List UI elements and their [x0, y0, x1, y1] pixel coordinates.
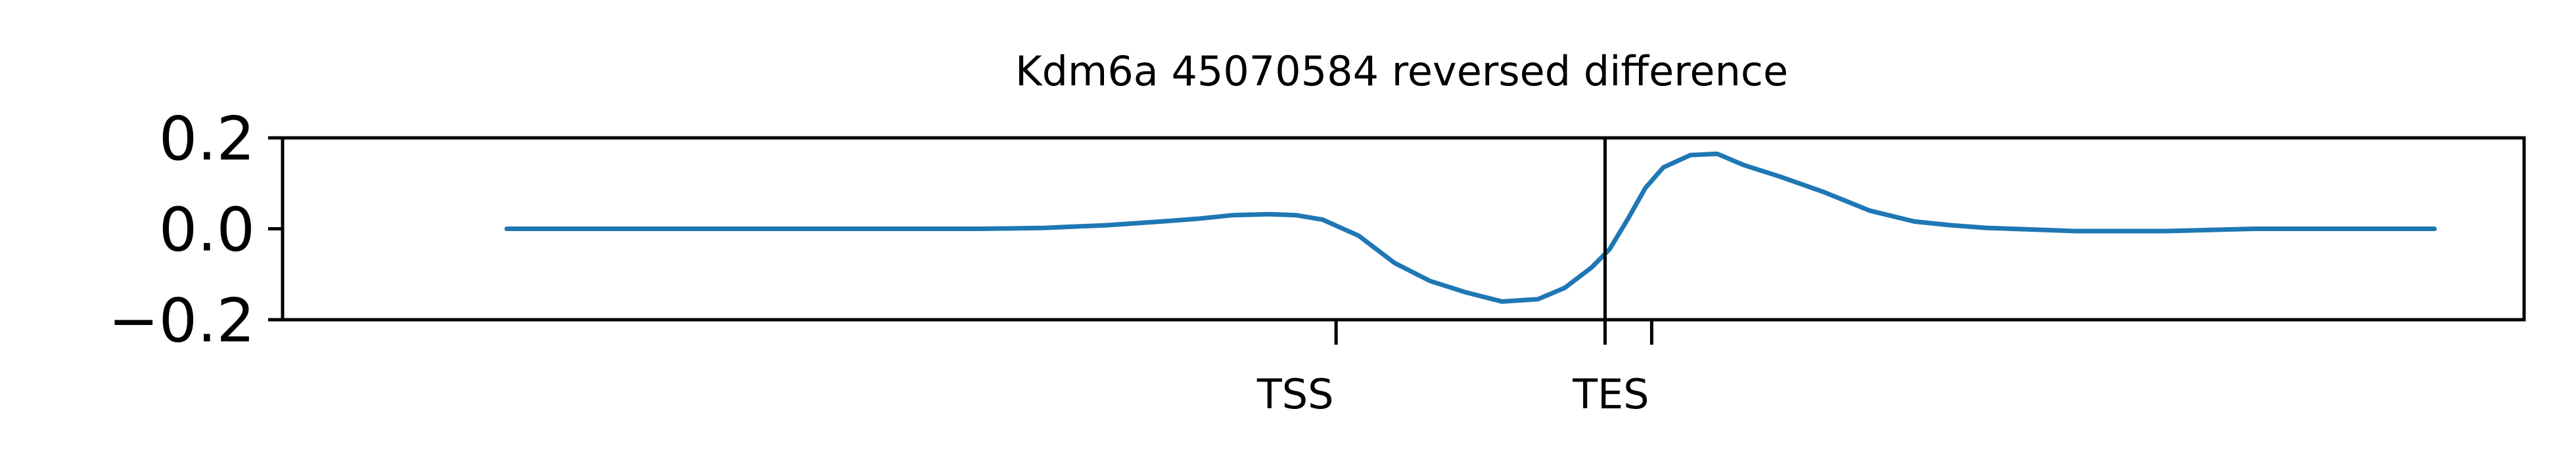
series-line-0: [504, 151, 2437, 304]
x-tick-label-tes: TES: [1572, 370, 1649, 418]
chart-title: Kdm6a 45070584 reversed difference: [1015, 47, 1788, 95]
y-tick-label-0: 0.2: [159, 104, 255, 174]
y-tick-label-1: 0.0: [159, 195, 255, 265]
y-tick-label-2: −0.2: [108, 286, 255, 356]
x-tick-label-tss: TSS: [1256, 370, 1334, 418]
